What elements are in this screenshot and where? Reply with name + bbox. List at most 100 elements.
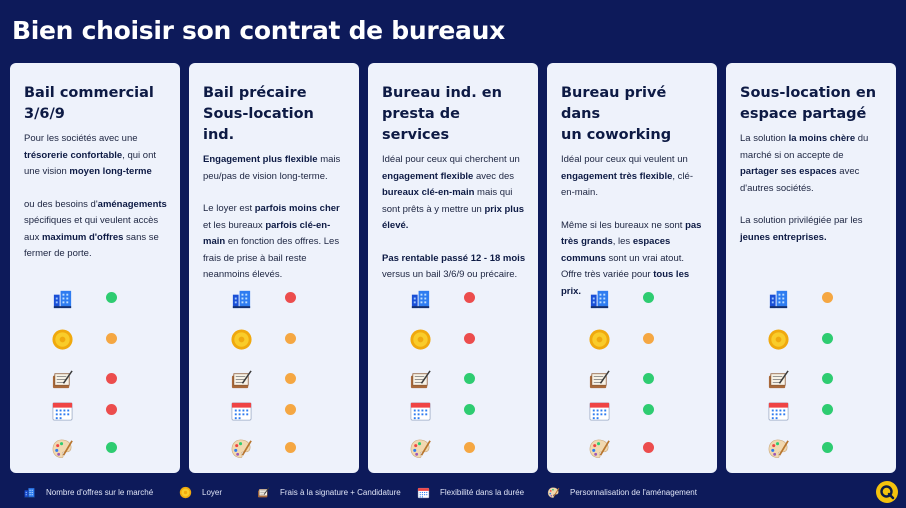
rating-row (408, 327, 478, 351)
palette-icon (50, 436, 74, 460)
rating-dot-green (822, 373, 833, 384)
card-description: Idéal pour ceux qui veulent un engagemen… (561, 152, 705, 300)
building-icon (229, 286, 253, 310)
coin-icon (766, 327, 790, 351)
rating-dot-orange (285, 333, 296, 344)
rating-dot-green (822, 442, 833, 453)
contract-card: Sous-location en espace partagé La soluti… (726, 63, 896, 473)
rating-dot-red (106, 373, 117, 384)
brand-logo (876, 481, 898, 503)
rating-dot-orange (464, 442, 475, 453)
rating-row (408, 367, 478, 391)
body-text: La solution privilégiée par les (740, 215, 863, 226)
coin-icon (50, 327, 74, 351)
rating-dot-red (285, 292, 296, 303)
rating-dot-red (464, 292, 475, 303)
legend-item: Loyer (178, 485, 222, 499)
rating-row (408, 286, 478, 310)
rating-row (50, 327, 120, 351)
rating-row (766, 398, 836, 422)
body-text: versus un bail 3/6/9 ou précaire. (382, 269, 518, 280)
legend-label: Loyer (202, 487, 223, 497)
rating-dot-green (643, 404, 654, 415)
highlight-text: engagement flexible (382, 170, 474, 182)
building-icon (587, 286, 611, 310)
rating-dot-green (643, 292, 654, 303)
rating-row (766, 286, 836, 310)
card-title: Bureau ind. en presta de services (382, 85, 502, 143)
body-text: et les bureaux (203, 219, 266, 231)
highlight-text: trésorerie confortable (24, 149, 123, 161)
coin-icon (408, 327, 432, 351)
rating-row (766, 327, 836, 351)
rating-dot-green (106, 292, 117, 303)
contract-card: Bureau ind. en presta de services Idéal p… (368, 63, 538, 473)
body-text: avec d'autres sociétés. (740, 166, 860, 194)
highlight-text: pas très grands (561, 219, 702, 248)
contract-card: Bail commercial 3/6/9 Pour les sociétés a… (10, 63, 180, 473)
rating-dot-orange (285, 373, 296, 384)
contract-icon (766, 367, 790, 391)
rating-dot-orange (106, 333, 117, 344)
rating-dot-green (106, 442, 117, 453)
highlight-text: tous les prix. (561, 269, 690, 297)
contract-icon (229, 367, 253, 391)
body-text: Idéal pour ceux qui cherchent un (382, 154, 520, 165)
rating-row (587, 327, 657, 351)
building-icon (50, 286, 74, 310)
rating-dot-orange (285, 404, 296, 415)
card-title: Bail commercial 3/6/9 (24, 85, 154, 122)
body-text: Même si les bureaux ne sont (561, 219, 686, 231)
contract-icon (256, 485, 270, 499)
rating-dot-orange (643, 333, 654, 344)
highlight-text: engagement très flexible (561, 170, 673, 182)
card-paragraph: Pour les sociétés avec une trésorerie co… (24, 131, 168, 181)
calendar-icon (229, 398, 253, 422)
calendar-icon (416, 485, 430, 499)
rating-row (587, 398, 657, 422)
rating-dot-green (822, 404, 833, 415)
legend-label: Nombre d'offres sur le marché (46, 487, 154, 497)
card-paragraph: Le loyer est parfois moins cher et les b… (203, 201, 347, 284)
page-title: Bien choisir son contrat de bureaux (12, 16, 505, 45)
calendar-icon (408, 398, 432, 422)
card-paragraph: La solution privilégiée par les jeunes e… (740, 213, 884, 246)
body-text: mais qui sont prêts à y mettre un (382, 187, 513, 215)
highlight-text: parfois clé-en-main (203, 219, 331, 248)
card-paragraph: ou des besoins d'aménagements spécifique… (24, 197, 168, 263)
card-title: Bail précaire Sous-location ind. (203, 85, 314, 143)
rating-dot-green (464, 373, 475, 384)
rating-dot-red (643, 442, 654, 453)
rating-row (766, 367, 836, 391)
legend: Nombre d'offres sur le marché Loyer Frai… (0, 481, 906, 505)
card-description: Pour les sociétés avec une trésorerie co… (24, 131, 168, 263)
highlight-text: espaces communs (561, 236, 671, 264)
cards-container: Bail commercial 3/6/9 Pour les sociétés a… (10, 63, 896, 473)
card-description: Idéal pour ceux qui cherchent un engagem… (382, 152, 526, 284)
building-icon (22, 485, 36, 499)
card-title: Sous-location en espace partagé (740, 85, 877, 122)
highlight-text: bureaux clé-en-main (382, 187, 475, 198)
body-text: , clé-en-main. (561, 170, 693, 199)
contract-icon (408, 367, 432, 391)
highlight-text: parfois moins cher (254, 203, 340, 214)
highlight-text: la moins chère (788, 133, 856, 144)
legend-label: Frais à la signature + Candidature (280, 487, 401, 497)
highlight-text: maximum d'offres (41, 231, 124, 243)
card-paragraph: Idéal pour ceux qui veulent un engagemen… (561, 152, 705, 202)
building-icon (408, 286, 432, 310)
palette-icon (766, 436, 790, 460)
body-text: sans se fermer de porte. (24, 231, 159, 260)
highlight-text: aménagements (97, 198, 167, 210)
card-paragraph: Même si les bureaux ne sont pas très gra… (561, 218, 705, 301)
body-text: Pour les sociétés avec une (24, 133, 138, 144)
contract-icon (50, 367, 74, 391)
highlight-text: moyen long-terme (69, 166, 152, 177)
rating-row (766, 436, 836, 460)
rating-row (50, 367, 120, 391)
coin-icon (587, 327, 611, 351)
palette-icon (229, 436, 253, 460)
body-text: du marché si on accepte de (740, 133, 869, 161)
rating-row (587, 367, 657, 391)
legend-item: Frais à la signature + Candidature (256, 485, 401, 499)
